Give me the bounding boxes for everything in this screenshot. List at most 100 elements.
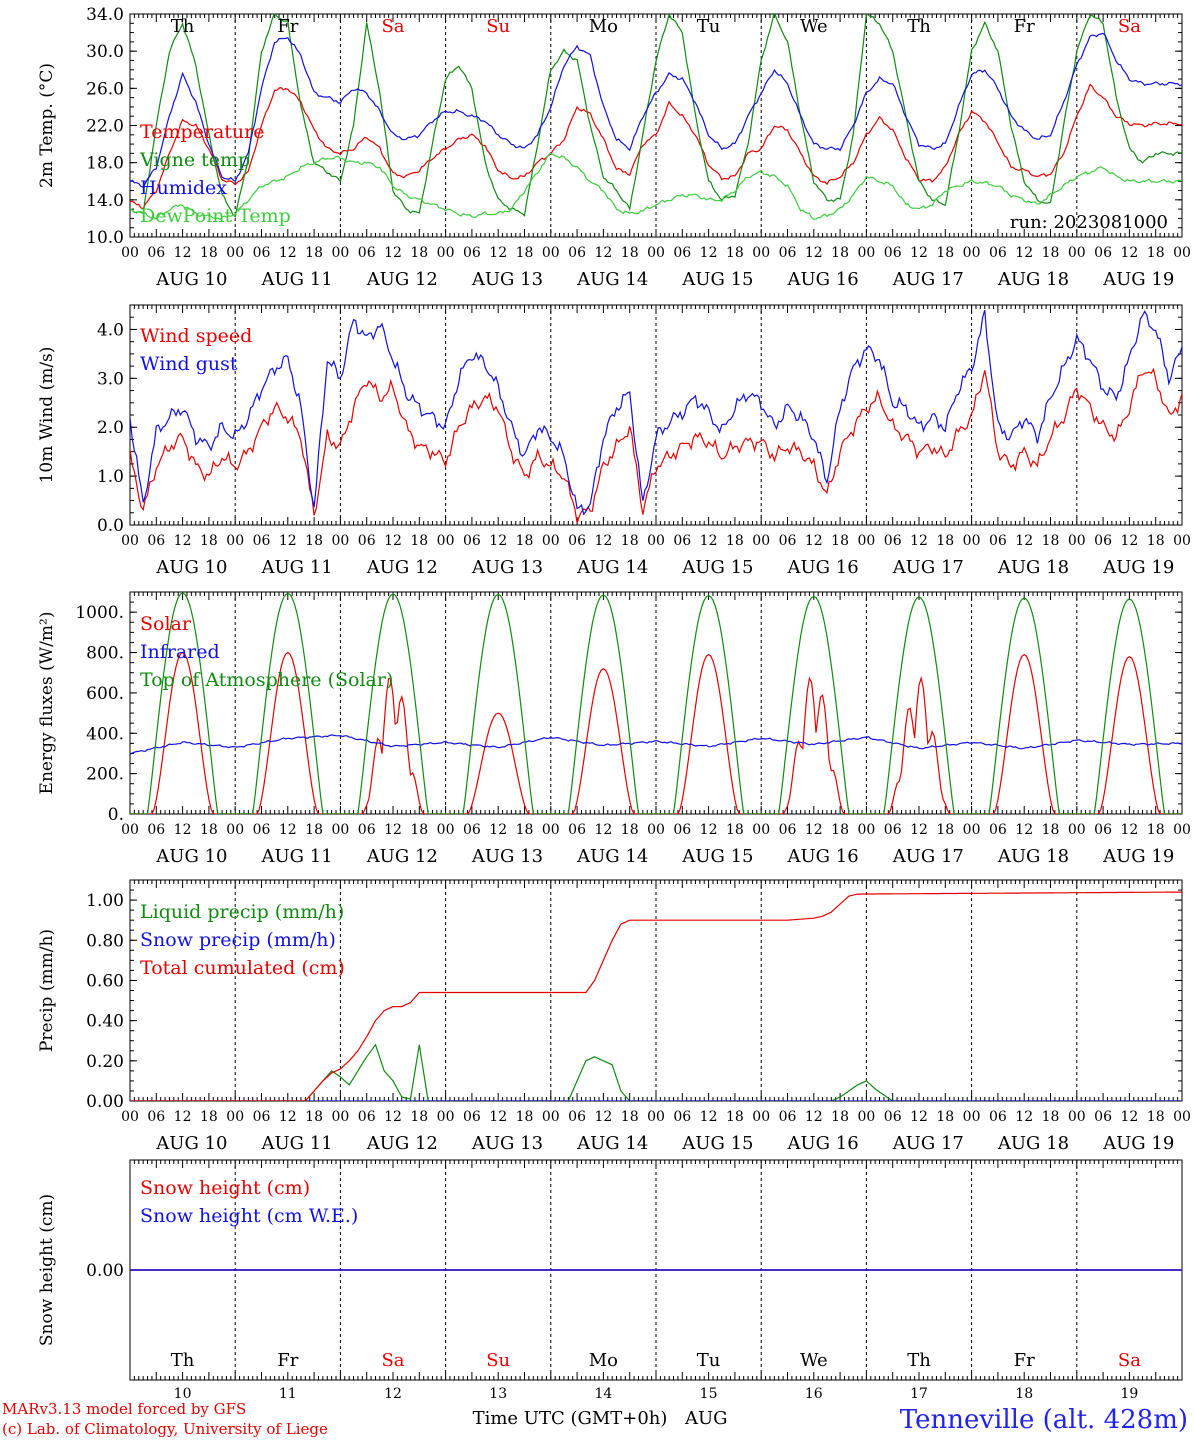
x-hour-label: 12 (594, 533, 612, 549)
x-hour-label: 18 (621, 245, 639, 261)
footer-model-credit: MARv3.13 model forced by GFS (2, 1400, 246, 1418)
series-line-temperature (130, 83, 1182, 210)
x-hour-label: 12 (805, 822, 823, 838)
day-number-label: 14 (594, 1386, 612, 1402)
x-hour-label: 12 (1120, 533, 1138, 549)
weekday-label-top: Su (486, 16, 510, 37)
x-date-label: AUG 17 (892, 846, 964, 867)
x-date-label: AUG 10 (155, 846, 227, 867)
legend-item: Infrared (140, 641, 220, 663)
x-hour-label: 18 (621, 1109, 639, 1125)
x-hour-label: 12 (384, 1109, 402, 1125)
x-hour-label: 18 (936, 822, 954, 838)
y-tick-label: 0.40 (86, 1012, 124, 1032)
x-hour-label: 12 (1120, 245, 1138, 261)
series-line-humidex (130, 32, 1182, 188)
x-hour-label: 00 (542, 1109, 560, 1125)
x-date-label: AUG 14 (576, 269, 648, 290)
x-hour-label: 00 (963, 1109, 981, 1125)
x-hour-label: 18 (936, 533, 954, 549)
x-hour-label: 18 (410, 245, 428, 261)
weekday-label-bottom: Th (171, 1350, 195, 1371)
weekday-label-top: Fr (277, 16, 298, 37)
series-line-vigne-temp (130, 14, 1182, 218)
x-hour-label: 12 (174, 1109, 192, 1125)
y-tick-label: 0.00 (86, 1261, 124, 1281)
x-hour-label: 00 (963, 245, 981, 261)
x-hour-label: 12 (700, 245, 718, 261)
x-hour-label: 18 (936, 1109, 954, 1125)
x-hour-label: 06 (989, 822, 1007, 838)
x-date-label: AUG 11 (261, 269, 333, 290)
x-hour-label: 06 (147, 822, 165, 838)
y-axis-label: 10m Wind (m/s) (37, 347, 57, 484)
y-tick-label: 1.00 (86, 891, 124, 911)
x-hour-label: 18 (200, 822, 218, 838)
x-date-label: AUG 12 (366, 846, 438, 867)
y-tick-label: 600. (86, 684, 124, 704)
x-date-label: AUG 17 (892, 269, 964, 290)
x-hour-label: 00 (647, 1109, 665, 1125)
y-axis-label: 2m Temp. (°C) (37, 63, 57, 188)
x-hour-label: 12 (594, 1109, 612, 1125)
x-hour-label: 00 (857, 822, 875, 838)
x-hour-label: 00 (857, 1109, 875, 1125)
legend-item: Wind speed (140, 325, 252, 347)
x-hour-label: 06 (253, 822, 271, 838)
x-hour-label: 18 (200, 533, 218, 549)
x-hour-label: 18 (516, 1109, 534, 1125)
x-hour-label: 12 (805, 533, 823, 549)
x-hour-label: 18 (831, 245, 849, 261)
x-hour-label: 18 (1042, 533, 1060, 549)
x-hour-label: 06 (673, 245, 691, 261)
x-hour-label: 06 (568, 533, 586, 549)
panel-3: 0. 200. 400. 600. 800. 1000. Energy fluxes (W/… (37, 591, 1191, 867)
x-hour-label: 12 (594, 822, 612, 838)
x-hour-label: 12 (594, 245, 612, 261)
y-tick-label: 14.0 (86, 191, 124, 211)
x-hour-label: 12 (279, 1109, 297, 1125)
x-hour-label: 00 (752, 1109, 770, 1125)
x-hour-label: 00 (331, 533, 349, 549)
weekday-label-top: Th (907, 16, 931, 37)
x-hour-label: 00 (1173, 822, 1191, 838)
x-hour-label: 12 (174, 533, 192, 549)
x-hour-label: 06 (884, 533, 902, 549)
y-tick-label: 400. (86, 724, 124, 744)
x-hour-label: 00 (963, 533, 981, 549)
x-hour-label: 06 (1094, 533, 1112, 549)
x-hour-label: 12 (910, 822, 928, 838)
x-date-label: AUG 18 (997, 846, 1069, 867)
series-line-wind-gust (130, 310, 1182, 516)
x-hour-label: 18 (1042, 1109, 1060, 1125)
plot-frame (129, 13, 1183, 238)
x-date-label: AUG 19 (1102, 557, 1174, 578)
weekday-label-top: Sa (381, 16, 404, 37)
x-date-label: AUG 14 (576, 846, 648, 867)
x-hour-label: 00 (331, 822, 349, 838)
series-line-total-cumulated-cm- (130, 891, 1182, 1101)
x-hour-label: 18 (831, 1109, 849, 1125)
x-date-label: AUG 15 (681, 557, 753, 578)
x-hour-label: 00 (1068, 245, 1086, 261)
x-hour-label: 00 (437, 533, 455, 549)
x-hour-label: 18 (831, 533, 849, 549)
x-hour-label: 18 (831, 822, 849, 838)
x-hour-label: 06 (358, 1109, 376, 1125)
x-hour-label: 00 (437, 1109, 455, 1125)
y-axis-label: Snow height (cm) (37, 1194, 57, 1346)
series-line-wind-speed (130, 367, 1182, 524)
y-tick-label: 1000. (75, 603, 124, 623)
x-date-label: AUG 10 (155, 269, 227, 290)
weekday-label-top: Th (171, 16, 195, 37)
weekday-label-bottom: Fr (277, 1350, 298, 1371)
x-hour-label: 06 (673, 533, 691, 549)
x-hour-label: 18 (621, 822, 639, 838)
y-tick-label: 0. (108, 805, 124, 825)
x-hour-label: 12 (1015, 245, 1033, 261)
weekday-label-bottom: Sa (381, 1350, 404, 1371)
x-hour-label: 12 (1015, 533, 1033, 549)
x-hour-label: 06 (673, 822, 691, 838)
y-tick-label: 0.20 (86, 1052, 124, 1072)
legend-item: Humidex (140, 177, 227, 199)
